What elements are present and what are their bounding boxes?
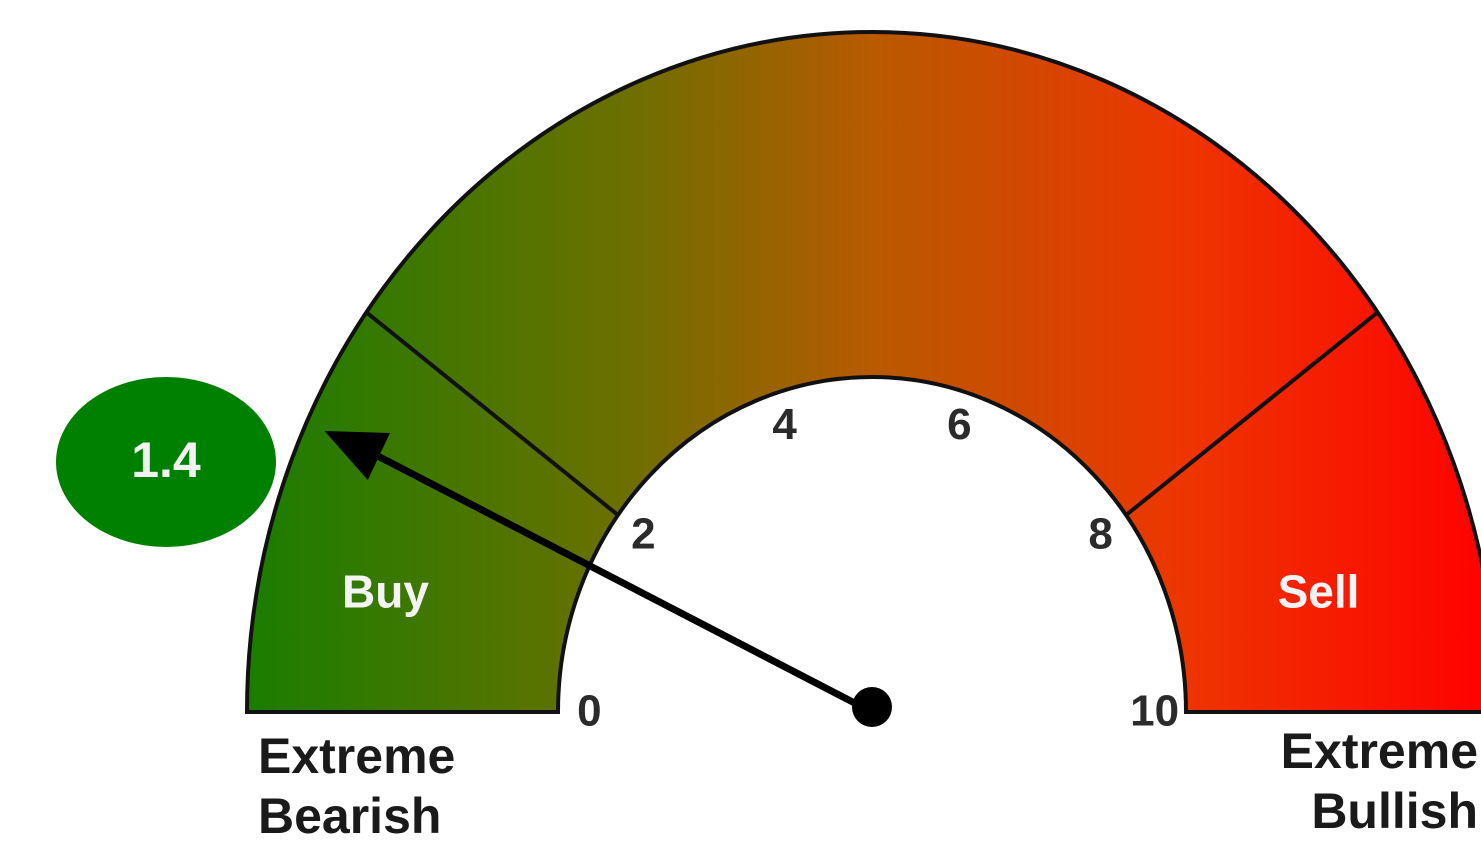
tick-label: 2 xyxy=(631,509,655,558)
needle-head xyxy=(324,430,390,481)
band-label: Sell xyxy=(1278,565,1360,617)
tick-label: 0 xyxy=(577,687,601,736)
min-label: Bearish xyxy=(258,788,441,843)
tick-label: 6 xyxy=(947,400,971,449)
max-label: Bullish xyxy=(1311,783,1478,839)
max-label: Extreme xyxy=(1281,723,1478,779)
value-bubble xyxy=(56,377,276,547)
needle xyxy=(377,453,874,716)
tick-label: 10 xyxy=(1130,687,1179,736)
band-label: Buy xyxy=(342,565,429,617)
tick-label: 4 xyxy=(772,400,797,449)
min-label: Extreme xyxy=(258,728,455,784)
band-boundary xyxy=(365,310,620,517)
needle-pivot xyxy=(852,687,892,727)
gauge-arc xyxy=(244,30,1481,714)
value-label: 1.4 xyxy=(131,432,201,488)
band-boundary xyxy=(1124,310,1379,517)
tick-label: 8 xyxy=(1088,509,1112,558)
